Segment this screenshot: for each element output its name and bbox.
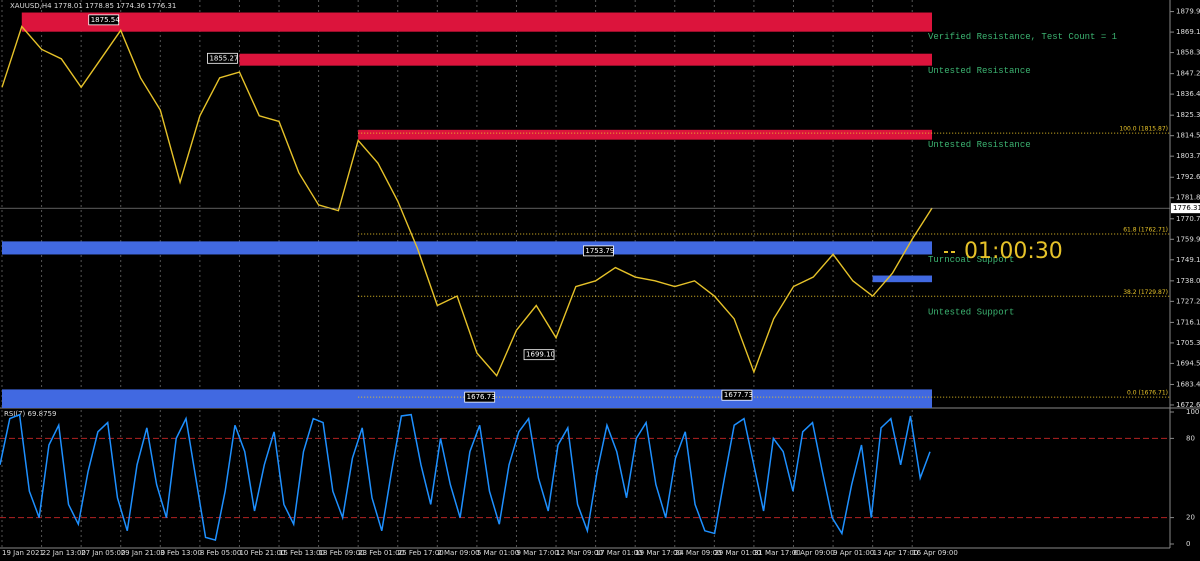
y-tick-label: 1672.60 — [1176, 401, 1200, 409]
swing-box — [523, 349, 555, 361]
zone-label: Untested Resistance — [928, 140, 1031, 150]
x-tick-label: 31 Mar 17:00 — [754, 549, 801, 557]
rsi-line — [0, 413, 931, 541]
y-tick-label: 1770.70 — [1176, 215, 1200, 223]
rsi-y-tick-label: 80 — [1186, 434, 1195, 442]
rsi-title: RSI(7) 69.8759 — [4, 410, 56, 418]
y-tick-label: 1683.40 — [1176, 380, 1200, 388]
x-tick-label: 13 Apr 17:00 — [873, 549, 919, 557]
fib-label: 38.2 (1729.87) — [1123, 289, 1168, 296]
chart-title: XAUUSD,H4 1778.01 1778.85 1774.36 1776.3… — [10, 2, 176, 10]
swing-box — [464, 391, 496, 403]
y-tick-label: 1792.60 — [1176, 173, 1200, 181]
timer: 01:00:30 — [964, 239, 1063, 264]
x-tick-label: 22 Jan 13:00 — [42, 549, 86, 557]
fib-label: 0.0 (1676.71) — [1127, 390, 1168, 397]
y-tick-label: 1814.50 — [1176, 132, 1200, 140]
x-tick-label: 3 Feb 13:00 — [160, 549, 201, 557]
swing-label: 1855.27 — [209, 54, 238, 62]
zone — [872, 275, 932, 283]
y-tick-label: 1727.20 — [1176, 297, 1200, 305]
y-tick-label: 1858.30 — [1176, 49, 1200, 57]
x-tick-label: 15 Feb 13:00 — [279, 549, 325, 557]
x-tick-label: 19 Mar 17:00 — [635, 549, 682, 557]
swing-label: 1699.10 — [526, 351, 555, 359]
x-tick-label: 5 Mar 01:00 — [477, 549, 519, 557]
x-tick-label: 25 Feb 17:00 — [398, 549, 444, 557]
x-tick-label: 27 Jan 05:00 — [81, 549, 125, 557]
swing-label: 1677.73 — [724, 391, 753, 399]
y-tick-label: 1803.70 — [1176, 152, 1200, 160]
y-tick-label: 1705.30 — [1176, 339, 1200, 347]
x-tick-label: 18 Feb 09:00 — [319, 549, 365, 557]
swing-box — [88, 14, 120, 26]
zone — [2, 241, 932, 255]
rsi-y-tick-label: 100 — [1186, 408, 1199, 416]
x-tick-label: 23 Feb 01:00 — [358, 549, 404, 557]
swing-box — [583, 245, 614, 257]
x-tick-label: 17 Mar 01:00 — [596, 549, 643, 557]
x-tick-label: 29 Jan 21:00 — [121, 549, 165, 557]
x-tick-label: 9 Mar 17:00 — [516, 549, 558, 557]
swing-label: 1753.79 — [585, 247, 614, 255]
y-tick-label: 1869.10 — [1176, 28, 1200, 36]
x-tick-label: 16 Apr 09:00 — [912, 549, 958, 557]
y-tick-label: 1781.80 — [1176, 194, 1200, 202]
x-tick-label: 9 Apr 01:00 — [833, 549, 874, 557]
y-tick-label: 1738.00 — [1176, 277, 1200, 285]
swing-label: 1875.54 — [91, 16, 120, 24]
y-tick-label: 1825.30 — [1176, 111, 1200, 119]
x-tick-label: 10 Feb 21:00 — [239, 549, 285, 557]
y-tick-label: 1716.10 — [1176, 318, 1200, 326]
zone-label: Turncoat Support — [928, 255, 1014, 265]
y-tick-label: 1879.90 — [1176, 8, 1200, 16]
rsi-y-tick-label: 20 — [1186, 514, 1195, 522]
zone — [21, 12, 933, 32]
y-tick-label: 1759.90 — [1176, 235, 1200, 243]
x-tick-label: 8 Feb 05:00 — [200, 549, 241, 557]
swing-box — [721, 389, 753, 401]
fib-label: 61.8 (1762.71) — [1123, 226, 1168, 233]
price-line — [1, 25, 933, 378]
y-tick-label: 1749.10 — [1176, 256, 1200, 264]
last-price-label: 1776.31 — [1173, 204, 1200, 212]
x-tick-label: 19 Jan 2021 — [2, 549, 44, 557]
zone-label: Verified Resistance, Test Count = 1 — [928, 32, 1117, 42]
x-tick-label: 6 Apr 09:00 — [793, 549, 834, 557]
x-tick-label: 12 Mar 09:00 — [556, 549, 603, 557]
x-tick-label: 29 Mar 01:00 — [714, 549, 761, 557]
y-tick-label: 1847.20 — [1176, 70, 1200, 78]
y-tick-label: 1694.50 — [1176, 359, 1200, 367]
swing-box — [207, 52, 238, 64]
rsi-y-tick-label: 0 — [1186, 540, 1190, 548]
fib-label: 100.0 (1815.87) — [1119, 126, 1168, 133]
y-tick-label: 1836.40 — [1176, 90, 1200, 98]
last-price-box — [1171, 203, 1200, 214]
x-tick-label: 2 Mar 09:00 — [437, 549, 479, 557]
zone — [239, 53, 933, 66]
zone-label: Untested Support — [928, 308, 1014, 318]
swing-label: 1676.73 — [467, 393, 496, 401]
zone-label: Untested Resistance — [928, 66, 1031, 76]
zone — [358, 129, 932, 140]
x-tick-label: 24 Mar 09:00 — [675, 549, 722, 557]
